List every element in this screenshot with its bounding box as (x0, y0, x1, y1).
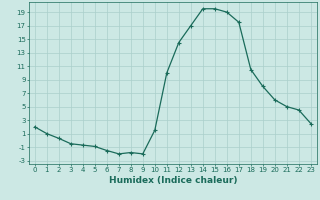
X-axis label: Humidex (Indice chaleur): Humidex (Indice chaleur) (108, 176, 237, 185)
